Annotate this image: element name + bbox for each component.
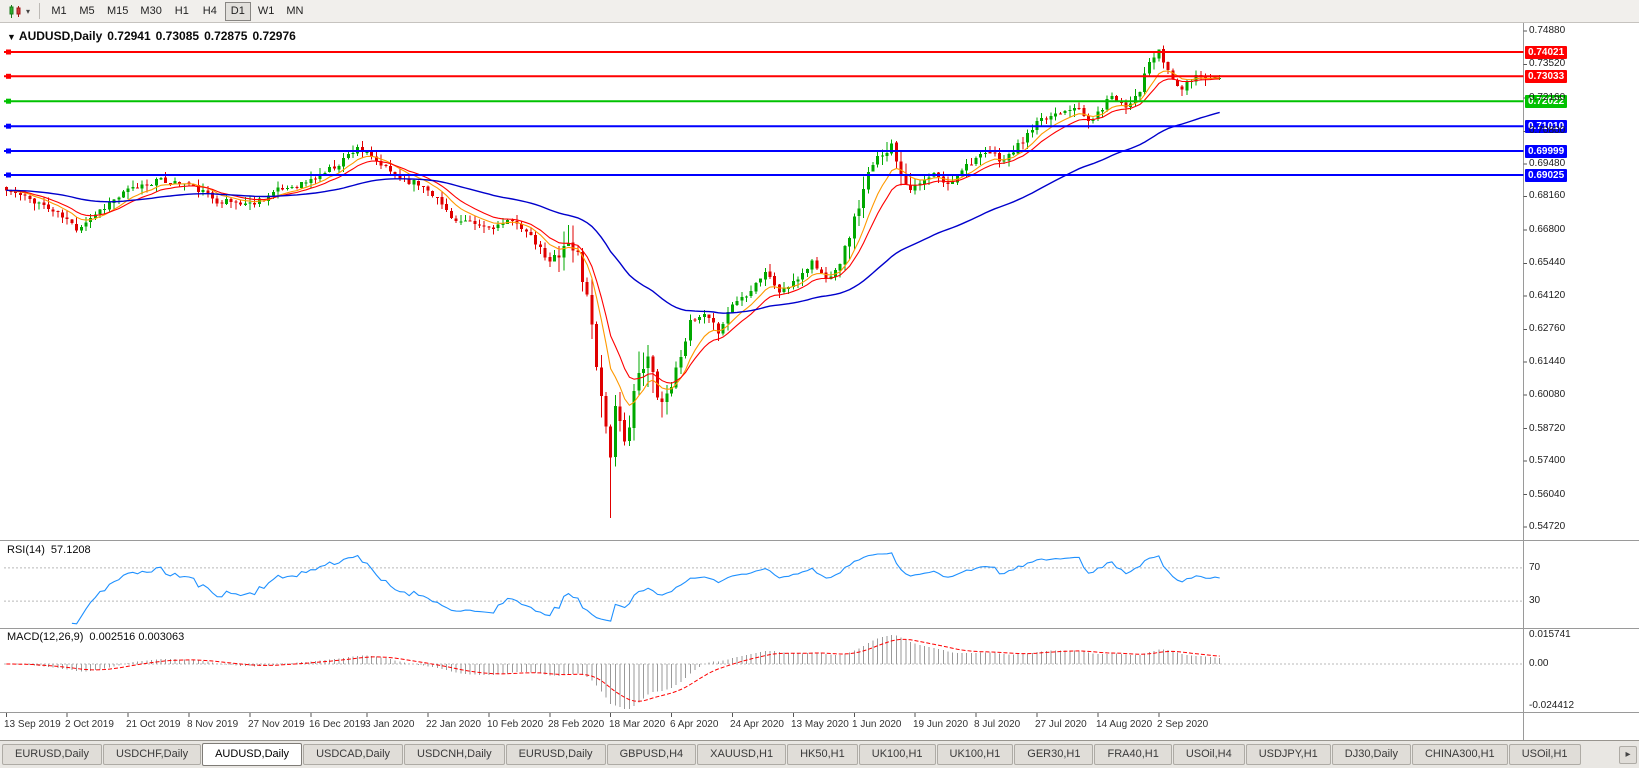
tab-scroll-right-button[interactable]: ▸ [1619,745,1637,764]
hline-price-flag[interactable]: 0.73033 [1525,70,1568,83]
timeframe-button-m15[interactable]: M15 [102,2,133,21]
chart-tab-hk50-h1[interactable]: HK50,H1 [787,744,858,765]
timeframe-button-mn[interactable]: MN [281,2,308,21]
timeframe-button-m30[interactable]: M30 [135,2,166,21]
hline-price-flag[interactable]: 0.74021 [1525,46,1568,59]
chart-tab-usdcad-daily[interactable]: USDCAD,Daily [303,744,404,765]
chart-tab-eurusd-daily[interactable]: EURUSD,Daily [505,744,606,765]
timeframe-button-h1[interactable]: H1 [169,2,195,21]
timeframe-button-w1[interactable]: W1 [253,2,280,21]
chart-tab-uk100-h1[interactable]: UK100,H1 [858,744,936,765]
hline-price-flag[interactable]: 0.72022 [1525,95,1568,108]
chart-type-button[interactable]: ▾ [3,2,34,21]
chart-tab-bar: EURUSD,Daily USDCHF,Daily AUDUSD,Daily USDC… [0,740,1639,768]
chart-tab-gbpusd-h4[interactable]: GBPUSD,H4 [606,744,697,765]
hline-price-flag[interactable]: 0.71010 [1525,120,1568,133]
hline-handle-icon[interactable] [6,98,11,104]
hline-price-flag[interactable]: 0.69025 [1525,169,1568,182]
hline-handle-icon[interactable] [6,148,11,154]
chart-tab-usdchf-daily[interactable]: USDCHF,Daily [102,744,202,765]
chart-tab-fra40-h1[interactable]: FRA40,H1 [1094,744,1172,765]
timeframe-button-d1[interactable]: D1 [224,1,251,21]
dropdown-caret-icon: ▾ [26,6,31,16]
chart-tab-uk100-h1[interactable]: UK100,H1 [936,744,1014,765]
chart-tab-usdcnh-daily[interactable]: USDCNH,Daily [404,744,505,765]
hline-handle-icon[interactable] [6,73,11,79]
chart-tab-ger30-h1[interactable]: GER30,H1 [1014,744,1094,765]
chart-tab-usoil-h4[interactable]: USOil,H4 [1172,744,1245,765]
hline-handle-icon[interactable] [6,172,11,178]
chart-tab-usdjpy-h1[interactable]: USDJPY,H1 [1245,744,1331,765]
chart-tab-eurusd-daily[interactable]: EURUSD,Daily [2,744,102,765]
chart-tab-dj30-daily[interactable]: DJ30,Daily [1331,744,1411,765]
chart-tab-xauusd-h1[interactable]: XAUUSD,H1 [697,744,787,765]
toolbar: ▾ M1 M5 M15 M30 H1 H4 D1 W1 MN [0,0,1639,23]
timeframe-button-h4[interactable]: H4 [197,2,223,21]
chart-tab-china300-h1[interactable]: CHINA300,H1 [1411,744,1508,765]
timeframe-button-m1[interactable]: M1 [46,2,72,21]
timeframe-group: M1 M5 M15 M30 H1 H4 D1 W1 MN [45,1,309,21]
chart-tab-audusd-daily[interactable]: AUDUSD,Daily [202,743,303,766]
hline-handle-icon[interactable] [6,123,11,129]
toolbar-separator [39,3,41,19]
chart-tab-usoil-h1[interactable]: USOil,H1 [1508,744,1581,765]
chart-tabs: EURUSD,Daily USDCHF,Daily AUDUSD,Daily USDC… [2,741,1582,768]
hline-price-flag[interactable]: 0.69999 [1525,145,1568,158]
timeframe-button-m5[interactable]: M5 [74,2,100,21]
candlestick-chart-icon [9,4,21,18]
hline-handle-icon[interactable] [6,49,11,55]
